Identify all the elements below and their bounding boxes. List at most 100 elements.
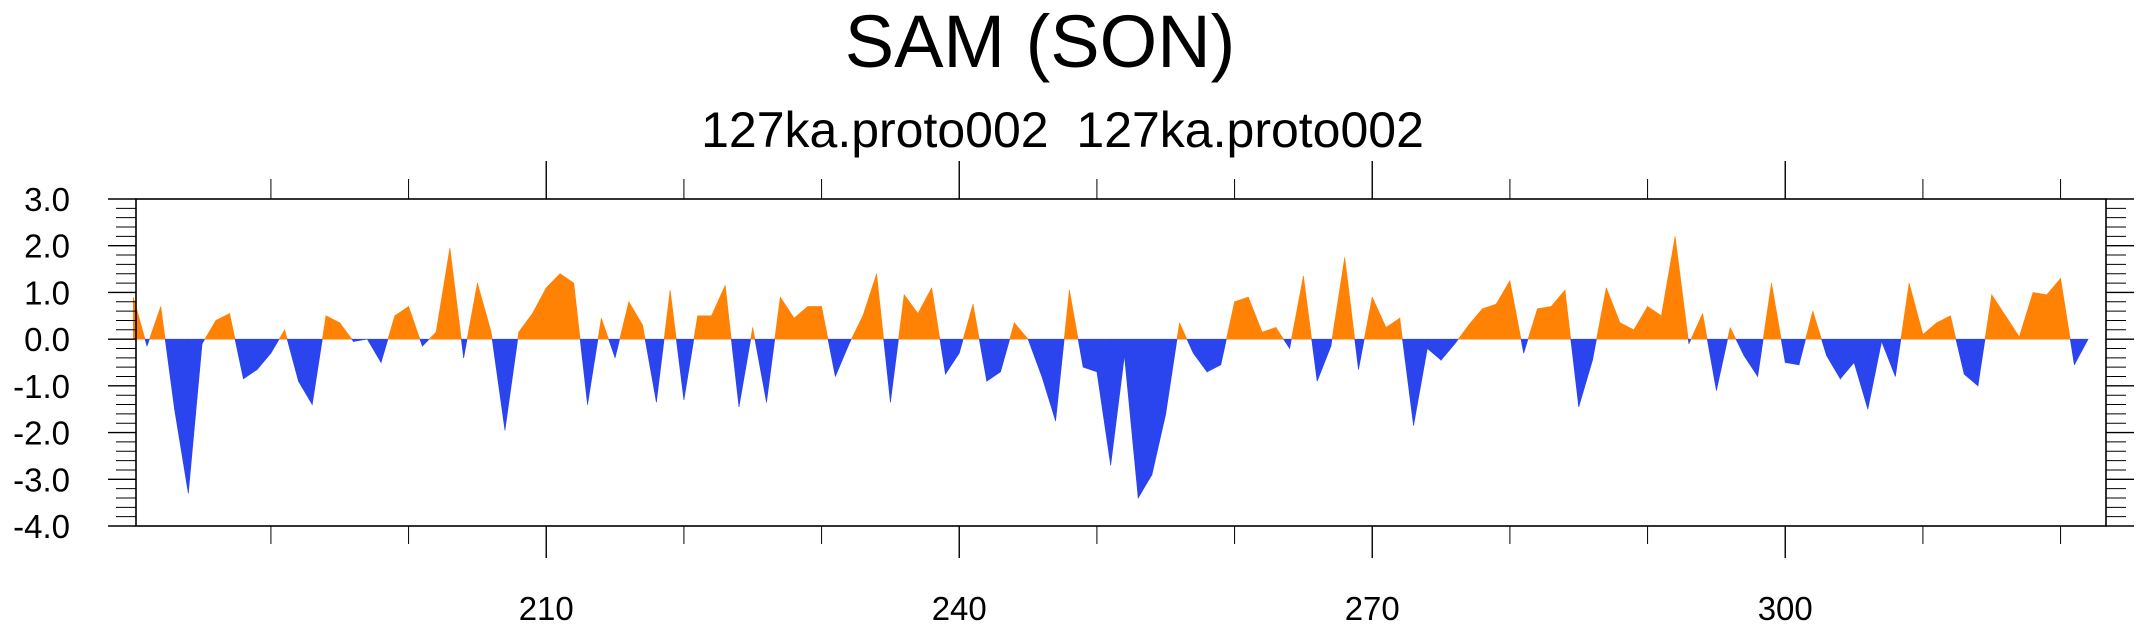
positive-area: [1179, 322, 1188, 340]
negative-area: [1454, 338, 1459, 345]
negative-area: [945, 338, 960, 376]
negative-area: [614, 338, 621, 358]
negative-area: [675, 338, 685, 400]
negative-area: [1206, 338, 1222, 373]
negative-area: [1570, 338, 1580, 407]
positive-area: [1527, 308, 1538, 340]
negative-area: [883, 338, 891, 403]
negative-area: [2074, 338, 2089, 365]
positive-area: [1291, 276, 1304, 340]
positive-area: [2005, 314, 2020, 340]
negative-area: [1316, 338, 1332, 382]
negative-area: [1282, 338, 1290, 350]
negative-area: [1354, 338, 1359, 370]
negative-area: [504, 338, 519, 431]
positive-area: [1984, 294, 1993, 340]
negative-area: [1165, 338, 1178, 414]
negative-area: [730, 338, 740, 407]
positive-area: [1762, 283, 1772, 340]
negative-area: [1963, 338, 1979, 387]
axes: [108, 161, 2134, 558]
positive-area: [628, 300, 643, 340]
positive-area: [339, 321, 353, 340]
negative-area: [1853, 338, 1869, 410]
positive-area: [1991, 293, 2006, 340]
positive-area: [931, 287, 941, 340]
negative-area: [1780, 338, 1786, 363]
negative-area: [270, 338, 280, 355]
positive-area: [1605, 287, 1621, 340]
positive-area: [711, 285, 726, 340]
positive-area: [663, 290, 671, 340]
negative-area: [1137, 338, 1153, 500]
positive-area: [774, 297, 781, 340]
negative-area: [1192, 338, 1208, 373]
positive-area: [1344, 257, 1356, 340]
positive-area: [278, 328, 285, 340]
negative-area: [1077, 338, 1084, 368]
negative-area: [644, 338, 657, 403]
positive-area: [693, 315, 698, 340]
negative-area: [1413, 338, 1428, 426]
positive-area: [1922, 322, 1937, 340]
positive-area: [1805, 311, 1814, 340]
y-tick-label: -3.0: [13, 461, 70, 498]
positive-area: [1303, 276, 1313, 340]
x-tick-label: 240: [932, 590, 987, 627]
positive-area: [1176, 322, 1180, 340]
positive-area: [597, 318, 602, 340]
negative-area: [890, 338, 899, 403]
positive-area: [962, 304, 974, 340]
negative-area: [298, 338, 313, 406]
positive-area: [1550, 289, 1566, 340]
positive-area: [160, 306, 166, 340]
negative-area: [1743, 338, 1759, 378]
positive-area: [1009, 322, 1015, 340]
positive-area: [1468, 307, 1483, 340]
positive-area: [1399, 318, 1403, 340]
negative-area: [1523, 338, 1529, 354]
negative-area: [1867, 338, 1882, 410]
negative-area: [656, 338, 665, 403]
positive-area: [917, 287, 933, 340]
positive-area: [394, 305, 409, 340]
positive-area: [642, 325, 646, 340]
positive-area: [1936, 315, 1951, 340]
negative-area: [164, 338, 175, 410]
positive-area: [132, 297, 146, 340]
positive-area: [972, 304, 980, 340]
positive-area: [1900, 283, 1910, 340]
positive-area: [435, 248, 451, 340]
positive-area: [1690, 313, 1703, 340]
negative-area: [587, 338, 599, 405]
positive-area: [229, 313, 236, 340]
negative-area: [608, 338, 616, 358]
positive-area: [750, 327, 754, 340]
negative-area: [1358, 338, 1365, 370]
negative-area: [1798, 338, 1806, 365]
positive-area: [1647, 305, 1662, 340]
positive-area: [1457, 324, 1469, 340]
negative-area: [1716, 338, 1728, 391]
positive-area: [322, 315, 327, 340]
positive-area: [1226, 301, 1235, 340]
negative-area: [2069, 338, 2075, 365]
negative-area: [978, 338, 988, 382]
negative-area: [256, 338, 272, 371]
positive-area: [1495, 279, 1511, 340]
negative-area: [848, 338, 852, 344]
positive-area: [1234, 296, 1249, 340]
negative-area: [234, 338, 244, 379]
positive-area: [1248, 296, 1263, 340]
plot-frame: [135, 198, 2107, 527]
positive-area: [821, 306, 829, 340]
y-tick-label: 1.0: [24, 274, 70, 311]
tick-labels: 3.0 2.0 1.0 0.0 -1.0 -2.0 -3.0 -4.0 210 240 270 300: [13, 181, 1813, 627]
negative-area: [958, 338, 964, 354]
negative-area: [491, 338, 506, 431]
negative-area: [1706, 338, 1717, 391]
positive-area: [532, 287, 547, 340]
negative-area: [1000, 338, 1011, 372]
negative-area: [1220, 338, 1227, 365]
negative-area: [1520, 338, 1524, 354]
